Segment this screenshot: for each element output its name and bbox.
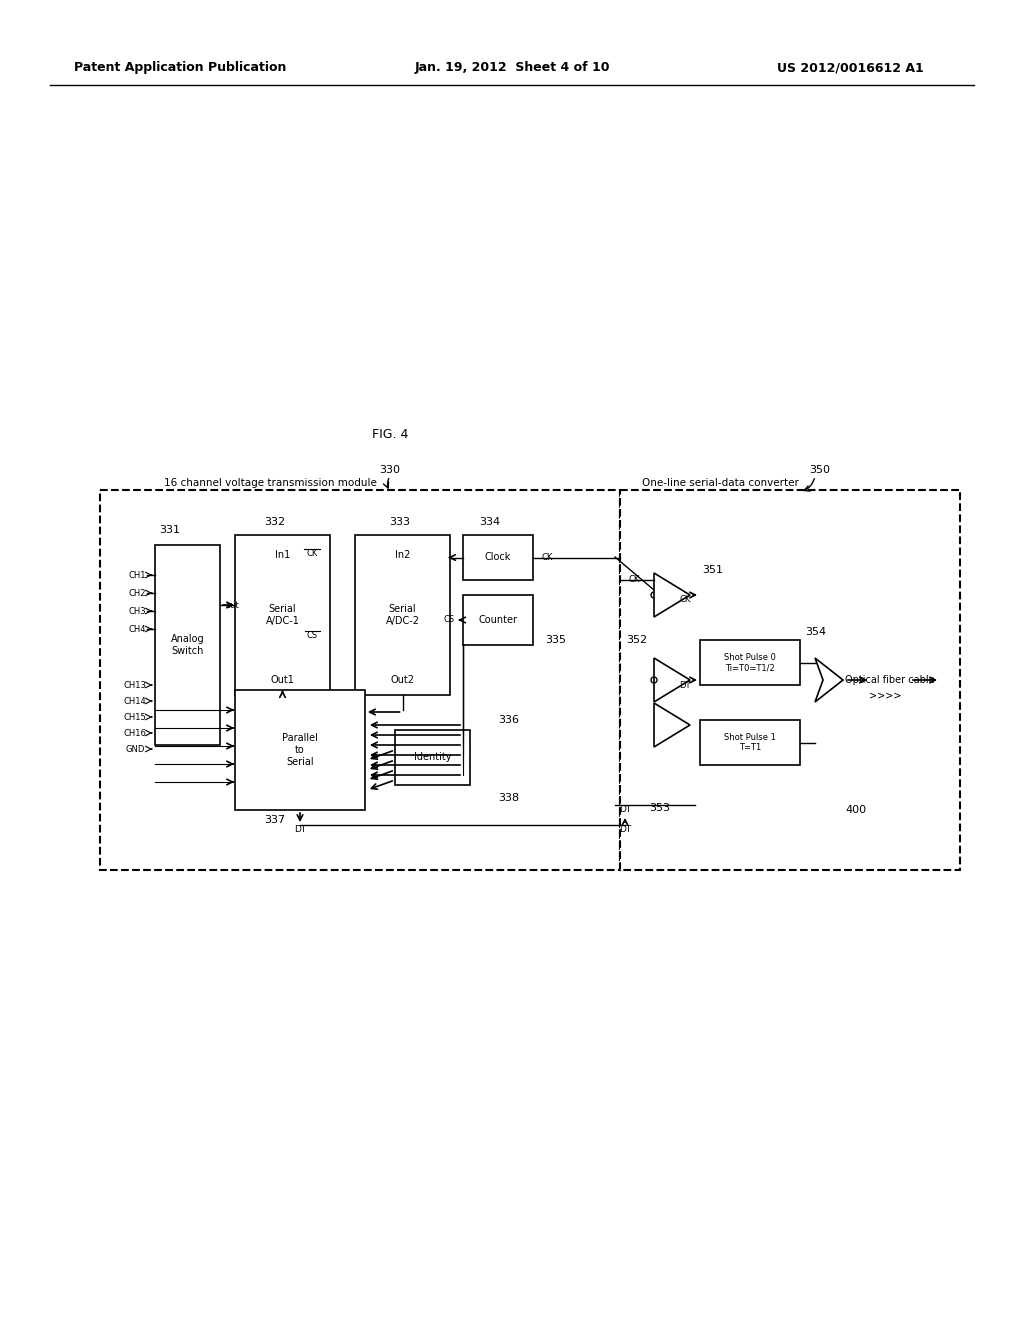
Text: Clock: Clock <box>484 553 511 562</box>
Text: FIG. 4: FIG. 4 <box>372 429 409 441</box>
Text: Shot Pulse 1
T=T1: Shot Pulse 1 T=T1 <box>724 733 776 752</box>
Text: 330: 330 <box>380 465 400 475</box>
Text: 338: 338 <box>498 793 519 803</box>
Text: 350: 350 <box>810 465 830 475</box>
Polygon shape <box>155 545 220 744</box>
Text: 331: 331 <box>160 525 180 535</box>
Text: DT: DT <box>618 825 631 834</box>
Polygon shape <box>234 535 330 696</box>
Text: Out1: Out1 <box>270 675 295 685</box>
Polygon shape <box>395 730 470 785</box>
Polygon shape <box>355 535 450 696</box>
Polygon shape <box>654 657 690 702</box>
Text: 334: 334 <box>479 517 501 527</box>
Polygon shape <box>620 490 961 870</box>
Text: In2: In2 <box>395 550 411 560</box>
Polygon shape <box>463 595 534 645</box>
Text: 337: 337 <box>264 814 286 825</box>
Text: CH4: CH4 <box>128 624 145 634</box>
Text: 332: 332 <box>264 517 286 527</box>
Text: 335: 335 <box>545 635 566 645</box>
Text: CH14: CH14 <box>124 697 146 705</box>
Text: Optical fiber cable: Optical fiber cable <box>845 675 935 685</box>
Text: 333: 333 <box>389 517 411 527</box>
Text: US 2012/0016612 A1: US 2012/0016612 A1 <box>776 62 924 74</box>
Polygon shape <box>700 640 800 685</box>
Text: Parallel
to
Serial: Parallel to Serial <box>282 734 317 767</box>
Text: 400: 400 <box>845 805 866 814</box>
Text: DT: DT <box>679 681 691 689</box>
Text: CH15: CH15 <box>124 713 146 722</box>
Text: One-line serial-data converter: One-line serial-data converter <box>642 478 799 488</box>
Text: CK: CK <box>629 576 640 585</box>
Polygon shape <box>700 719 800 766</box>
Text: CH16: CH16 <box>124 729 146 738</box>
Text: CH3: CH3 <box>128 606 145 615</box>
Text: 351: 351 <box>702 565 723 576</box>
Text: CK: CK <box>541 553 552 562</box>
Text: DT: DT <box>618 805 631 814</box>
Polygon shape <box>654 573 690 616</box>
Polygon shape <box>100 490 620 870</box>
Text: 353: 353 <box>649 803 671 813</box>
Text: Shot Pulse 0
Ti=T0=T1/2: Shot Pulse 0 Ti=T0=T1/2 <box>724 653 776 672</box>
Text: Serial
A/DC-2: Serial A/DC-2 <box>385 605 420 626</box>
Polygon shape <box>234 690 365 810</box>
Text: Patent Application Publication: Patent Application Publication <box>74 62 286 74</box>
Text: CH13: CH13 <box>124 681 146 689</box>
Text: CH1: CH1 <box>128 570 145 579</box>
Text: DT: DT <box>294 825 306 834</box>
Text: CS: CS <box>443 615 455 624</box>
Text: 16 channel voltage transmission module: 16 channel voltage transmission module <box>164 478 377 488</box>
Text: CS: CS <box>306 631 317 639</box>
Text: Serial
A/DC-1: Serial A/DC-1 <box>265 605 299 626</box>
Text: >>>>: >>>> <box>868 690 901 700</box>
Text: 352: 352 <box>627 635 647 645</box>
Text: 336: 336 <box>498 715 519 725</box>
Text: Analog
Switch: Analog Switch <box>171 634 205 656</box>
Text: out: out <box>225 601 239 610</box>
Text: Counter: Counter <box>478 615 517 624</box>
Text: Jan. 19, 2012  Sheet 4 of 10: Jan. 19, 2012 Sheet 4 of 10 <box>415 62 609 74</box>
Text: 354: 354 <box>805 627 826 638</box>
Polygon shape <box>463 535 534 579</box>
Text: CH2: CH2 <box>128 589 145 598</box>
Text: CK: CK <box>679 595 690 605</box>
Polygon shape <box>654 704 690 747</box>
Text: Out2: Out2 <box>390 675 415 685</box>
Text: In1: In1 <box>274 550 290 560</box>
Polygon shape <box>815 657 843 702</box>
Text: Identity: Identity <box>414 752 452 763</box>
Text: CK: CK <box>306 549 317 557</box>
Text: GND: GND <box>125 744 144 754</box>
